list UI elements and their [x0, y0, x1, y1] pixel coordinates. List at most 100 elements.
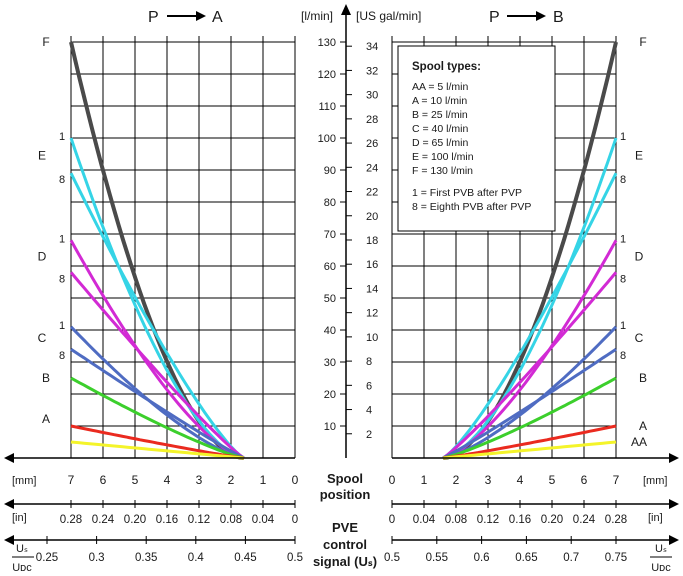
curve-label-8: 8 [59, 174, 65, 186]
legend-line: D = 65 l/min [412, 137, 468, 149]
right-in-unit: [in] [648, 512, 663, 524]
x-tick-label-ratio: 0.7 [563, 552, 579, 564]
curves [69, 41, 618, 460]
x-tick-label-ratio: 0.45 [234, 552, 256, 564]
ratio-axis-right-arrow [669, 535, 679, 545]
x-tick-label-in: 0 [389, 514, 395, 526]
legend-line: AA = 5 l/min [412, 81, 468, 93]
curve-label-d: D [635, 249, 644, 263]
y-tick-label-usgal: 12 [366, 308, 378, 320]
curve-label-1: 1 [620, 320, 626, 332]
x-tick-label-ratio: 0.3 [89, 552, 105, 564]
unit-lmin: [l/min] [301, 9, 333, 23]
x-tick-label-in: 0.28 [605, 514, 627, 526]
x-tick-label-mm: 2 [453, 473, 460, 487]
y-tick-label-lmin: 30 [324, 357, 336, 369]
spool-label-line2: position [320, 487, 371, 502]
x-tick-label-mm: 6 [100, 473, 107, 487]
curve-d-lower [442, 271, 618, 460]
y-tick-label-usgal: 16 [366, 259, 378, 271]
y-tick-label-lmin: 20 [324, 389, 336, 401]
y-tick-label-usgal: 32 [366, 65, 378, 77]
x-tick-label-in: 0.08 [445, 514, 467, 526]
curve-label-aa: AA [631, 435, 647, 449]
curve-label-8: 8 [620, 174, 626, 186]
x-tick-label-in: 0.12 [477, 514, 499, 526]
y-tick-label-usgal: 18 [366, 235, 378, 247]
curve-label-1: 1 [620, 233, 626, 245]
curve-label-e: E [38, 149, 46, 163]
x-tick-label-in: 0.12 [188, 514, 210, 526]
x-tick-label-mm: 3 [196, 473, 203, 487]
x-tick-label-mm: 3 [485, 473, 492, 487]
mm-axis-right-arrow [669, 453, 679, 463]
x-tick-label-mm: 4 [164, 473, 171, 487]
x-tick-label-in: 0.08 [220, 514, 242, 526]
x-tick-label-mm: 5 [549, 473, 556, 487]
x-tick-label-in: 0 [292, 514, 298, 526]
curve-label-b: B [639, 371, 647, 385]
curve-c-lower [70, 347, 245, 460]
y-tick-label-lmin: 90 [324, 165, 336, 177]
curve-f [69, 41, 245, 460]
curve-label-a: A [639, 419, 647, 433]
x-tick-label-ratio: 0.25 [36, 552, 58, 564]
x-tick-label-mm: 4 [517, 473, 524, 487]
curve-label-f: F [639, 35, 646, 49]
legend-line: C = 40 l/min [412, 123, 468, 135]
curve-label-e: E [635, 149, 643, 163]
right-mm-unit: [mm] [643, 475, 667, 487]
curve-label-8: 8 [620, 273, 626, 285]
x-tick-label-mm: 6 [581, 473, 588, 487]
curve-d-lower [69, 271, 245, 460]
y-tick-label-usgal: 26 [366, 138, 378, 150]
curve-label-1: 1 [59, 233, 65, 245]
x-tick-label-ratio: 0.4 [188, 552, 205, 564]
x-tick-label-in: 0.16 [509, 514, 531, 526]
x-tick-label-ratio: 0.65 [515, 552, 537, 564]
unit-usgal: [US gal/min] [356, 9, 421, 23]
pve-label-line1: PVE [332, 520, 358, 535]
left-title-arrow [167, 11, 206, 21]
right-ratio-num: Uₛ [655, 543, 667, 555]
right-ratio-den: Uᴅᴄ [651, 562, 671, 574]
x-tick-label-mm: 1 [421, 473, 428, 487]
curve-label-8: 8 [59, 273, 65, 285]
curve-label-a: A [42, 412, 50, 426]
x-tick-label-in: 0.16 [156, 514, 178, 526]
curve-label-c: C [635, 331, 644, 345]
x-tick-label-mm: 2 [228, 473, 235, 487]
x-tick-label-mm: 7 [613, 473, 620, 487]
x-tick-label-in: 0.24 [92, 514, 115, 526]
legend-line: A = 10 l/min [412, 95, 467, 107]
x-tick-label-ratio: 0.5 [384, 552, 400, 564]
y-tick-label-usgal: 34 [366, 41, 378, 53]
pve-label-line2: control [323, 537, 367, 552]
y-tick-label-usgal: 20 [366, 211, 378, 223]
left-title-to: A [212, 9, 223, 26]
y-tick-label-lmin: 50 [324, 293, 336, 305]
spool-label-line1: Spool [327, 471, 363, 486]
x-tick-label-in: 0.04 [252, 514, 275, 526]
x-tick-label-in: 0.28 [60, 514, 82, 526]
right-title-to: B [553, 9, 564, 26]
y-tick-label-usgal: 2 [366, 429, 372, 441]
x-tick-label-mm: 5 [132, 473, 139, 487]
axes: 1020304050607080901001101201302468101214… [4, 4, 679, 545]
legend-line: 1 = First PVB after PVP [412, 187, 522, 199]
legend-line: 8 = Eighth PVB after PVP [412, 201, 531, 213]
y-tick-label-usgal: 10 [366, 332, 378, 344]
curve-label-f: F [42, 35, 49, 49]
legend-line: E = 100 l/min [412, 151, 474, 163]
curve-label-b: B [42, 371, 50, 385]
y-tick-label-lmin: 70 [324, 229, 336, 241]
curve-label-1: 1 [620, 131, 626, 143]
x-tick-label-ratio: 0.55 [426, 552, 448, 564]
y-tick-label-lmin: 10 [324, 421, 336, 433]
curve-b [70, 376, 245, 460]
x-tick-label-ratio: 0.6 [474, 552, 490, 564]
x-tick-label-in: 0.04 [413, 514, 436, 526]
curve-label-8: 8 [59, 350, 65, 362]
x-tick-label-in: 0.24 [573, 514, 596, 526]
